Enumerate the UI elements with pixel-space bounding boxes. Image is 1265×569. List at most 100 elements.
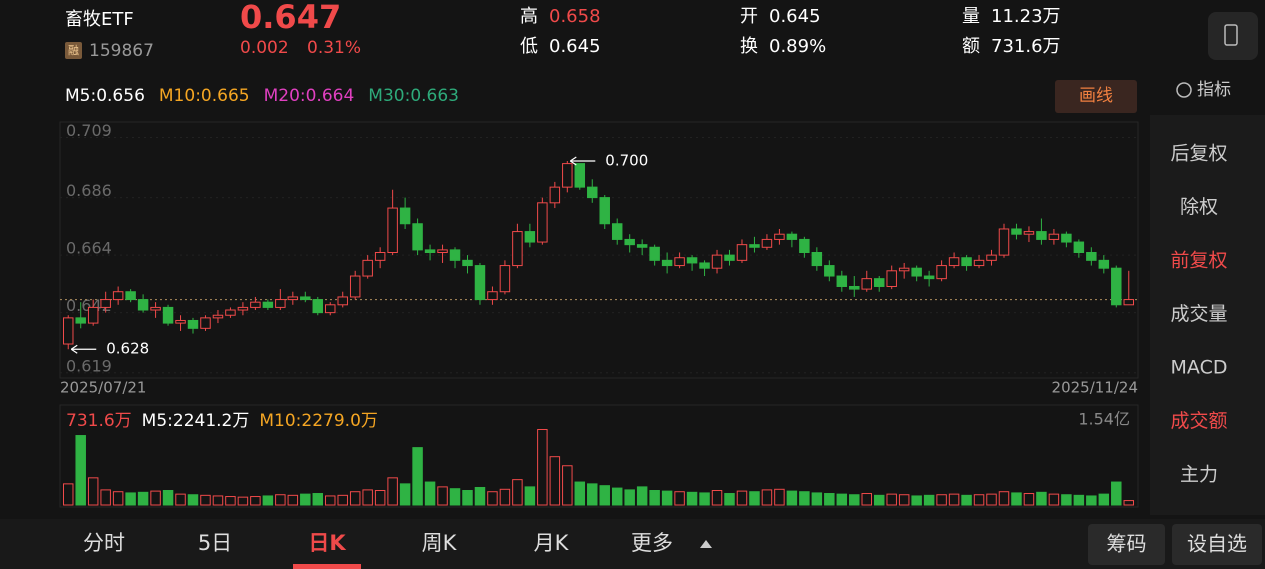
draw-button[interactable] bbox=[1055, 80, 1137, 113]
candle-body bbox=[574, 163, 586, 188]
candle-body bbox=[150, 306, 161, 311]
sidebar-item[interactable]: 主力 bbox=[1180, 464, 1218, 486]
candle-body bbox=[1123, 299, 1135, 306]
volume-bar bbox=[1061, 494, 1072, 506]
y-tick-label: 0.619 bbox=[66, 356, 112, 375]
volume-bar bbox=[300, 493, 311, 506]
sidebar-item[interactable]: 成交量 bbox=[1170, 303, 1227, 325]
candle-body bbox=[312, 299, 324, 314]
y-tick-label: 1.54亿 bbox=[1078, 410, 1130, 429]
volume-bar bbox=[998, 491, 1010, 506]
candle-body bbox=[624, 238, 635, 246]
change-pct: 0.31% bbox=[307, 38, 361, 58]
volume-bar bbox=[1086, 495, 1097, 506]
volume-bar bbox=[387, 477, 398, 506]
tab[interactable]: 周K bbox=[422, 531, 458, 555]
candle-body bbox=[911, 267, 922, 277]
candle-body bbox=[524, 231, 536, 243]
button[interactable]: 设自选 bbox=[1187, 532, 1247, 556]
volume-bar bbox=[611, 487, 623, 506]
annotation-arrowhead bbox=[70, 344, 78, 354]
volume-legend: M10:2279.0万 bbox=[259, 411, 378, 431]
volume-bar bbox=[424, 481, 436, 506]
device-icon bbox=[1224, 24, 1238, 46]
candle-body bbox=[212, 314, 224, 319]
tab[interactable]: 更多 bbox=[631, 531, 673, 555]
candle-body bbox=[549, 186, 561, 204]
candle-body bbox=[374, 252, 386, 261]
volume-frame bbox=[59, 404, 1139, 508]
candle-body bbox=[287, 296, 299, 301]
y-tick-label: 0.664 bbox=[66, 239, 112, 258]
volume-bar bbox=[1023, 493, 1035, 506]
volume-bar bbox=[824, 493, 835, 506]
ma-legend: M5:0.656 bbox=[65, 86, 145, 106]
button-bg[interactable] bbox=[1088, 524, 1165, 565]
volume-bar bbox=[861, 493, 872, 506]
sidebar-item[interactable]: 成交额 bbox=[1170, 410, 1227, 432]
volume-bar bbox=[112, 491, 124, 506]
candle-body bbox=[474, 265, 486, 301]
tab-underline bbox=[293, 564, 361, 569]
volume-bar bbox=[1123, 500, 1135, 506]
sidebar-item[interactable]: 除权 bbox=[1180, 196, 1218, 218]
volume-bar bbox=[499, 488, 511, 506]
candle-body bbox=[225, 309, 236, 316]
candle-body bbox=[1061, 233, 1072, 243]
volume-bar bbox=[811, 492, 823, 506]
volume-bar bbox=[75, 435, 86, 506]
tab[interactable]: 5日 bbox=[198, 531, 232, 555]
volume-bar bbox=[1098, 493, 1110, 506]
button[interactable]: 筹码 bbox=[1107, 532, 1147, 556]
volume-bar bbox=[187, 494, 199, 506]
volume-bar bbox=[237, 496, 249, 506]
volume-bar bbox=[87, 477, 99, 506]
volume-bar bbox=[462, 490, 473, 506]
device-button[interactable] bbox=[1208, 12, 1258, 60]
volume-bar bbox=[836, 493, 848, 506]
sidebar-item[interactable]: 前复权 bbox=[1170, 250, 1227, 272]
volume-bar bbox=[225, 496, 236, 506]
volume-bar bbox=[287, 494, 299, 506]
candle-body bbox=[699, 262, 710, 269]
candle-body bbox=[487, 291, 498, 301]
y-tick-label: 0.686 bbox=[66, 181, 112, 200]
x-tick-label: 2025/07/21 bbox=[60, 379, 146, 397]
volume-bar bbox=[262, 495, 274, 506]
candle-body bbox=[112, 291, 124, 301]
volume-bar bbox=[599, 485, 610, 506]
volume-bar bbox=[337, 494, 348, 506]
volume-bar bbox=[624, 489, 635, 506]
sidebar-item[interactable]: MACD bbox=[1171, 357, 1228, 379]
tab[interactable]: 日K bbox=[308, 531, 346, 555]
candle-body bbox=[362, 259, 373, 277]
candle-body bbox=[200, 317, 211, 329]
candle-body bbox=[811, 252, 823, 267]
volume-legend: M5:2241.2万 bbox=[142, 411, 250, 431]
candle-body bbox=[948, 257, 960, 267]
volume-bar bbox=[699, 492, 710, 506]
fund-name: 畜牧ETF bbox=[65, 9, 134, 30]
ma-legend: M20:0.664 bbox=[264, 86, 355, 106]
volume-bar bbox=[537, 429, 548, 506]
volume-bar bbox=[774, 488, 785, 506]
volume-bar bbox=[437, 486, 448, 506]
volume-bar bbox=[374, 490, 386, 506]
candle-body bbox=[424, 249, 436, 254]
stat-value: 0.89% bbox=[769, 36, 826, 57]
volume-bar bbox=[936, 494, 947, 506]
candle-body bbox=[349, 275, 361, 298]
volume-bar bbox=[487, 491, 498, 506]
candle-body bbox=[923, 275, 935, 280]
button-bg[interactable] bbox=[1172, 524, 1262, 565]
tab[interactable]: 月K bbox=[534, 531, 570, 555]
volume-bar bbox=[62, 483, 74, 506]
volume-bar bbox=[137, 491, 149, 506]
volume-bar bbox=[150, 490, 161, 506]
indicator-button[interactable]: 指标 bbox=[1197, 80, 1231, 100]
candle-body bbox=[137, 299, 149, 311]
volume-legend: 731.6万 bbox=[66, 411, 132, 431]
tab[interactable]: 分时 bbox=[83, 531, 125, 555]
sidebar-item[interactable]: 后复权 bbox=[1170, 143, 1227, 165]
